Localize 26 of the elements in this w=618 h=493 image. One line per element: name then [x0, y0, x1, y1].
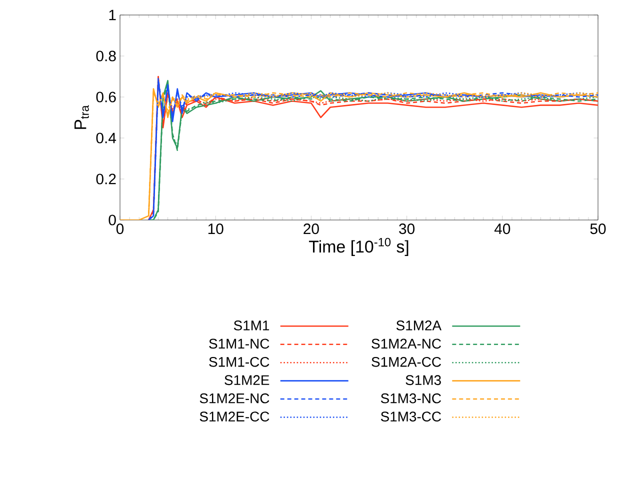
legend-label: S1M1-CC: [209, 356, 270, 367]
legend-label: S1M3-CC: [380, 412, 441, 422]
x-axis-title: Time [10$^{-10}$ s]: [308, 238, 408, 256]
legend-label: S1M2E-CC: [200, 412, 270, 422]
legend-label: S1M3-NC: [380, 393, 441, 404]
x-tick-label: 50: [590, 224, 606, 234]
x-tick-label: 30: [399, 224, 415, 234]
legend-label: S1M2E-NC: [200, 393, 270, 404]
x-tick-label: 10: [208, 224, 224, 234]
y-tick-label: 1: [109, 10, 116, 20]
y-tick-label: 0: [108, 214, 116, 226]
y-tick-label: 0.2: [96, 174, 116, 184]
x-tick-label: 20: [304, 224, 319, 234]
x-tick-label: 0: [116, 224, 124, 234]
legend-label: S1M1: [234, 320, 270, 330]
y-tick-label: 0.4: [96, 132, 116, 144]
legend-label: S1M2A: [396, 320, 442, 330]
y-axis-title: P$_{tra}$: [74, 105, 89, 129]
y-tick-label: 0.6: [96, 92, 116, 102]
legend-label: S1M2E: [224, 375, 270, 386]
x-tick-label: 40: [494, 224, 510, 234]
legend-label: S1M2A-NC: [372, 338, 441, 349]
legend-label: S1M2A-CC: [372, 356, 441, 367]
y-tick-label: 0.8: [96, 50, 116, 62]
legend-label: S1M3: [406, 375, 441, 386]
legend-label: S1M1-NC: [209, 338, 270, 349]
